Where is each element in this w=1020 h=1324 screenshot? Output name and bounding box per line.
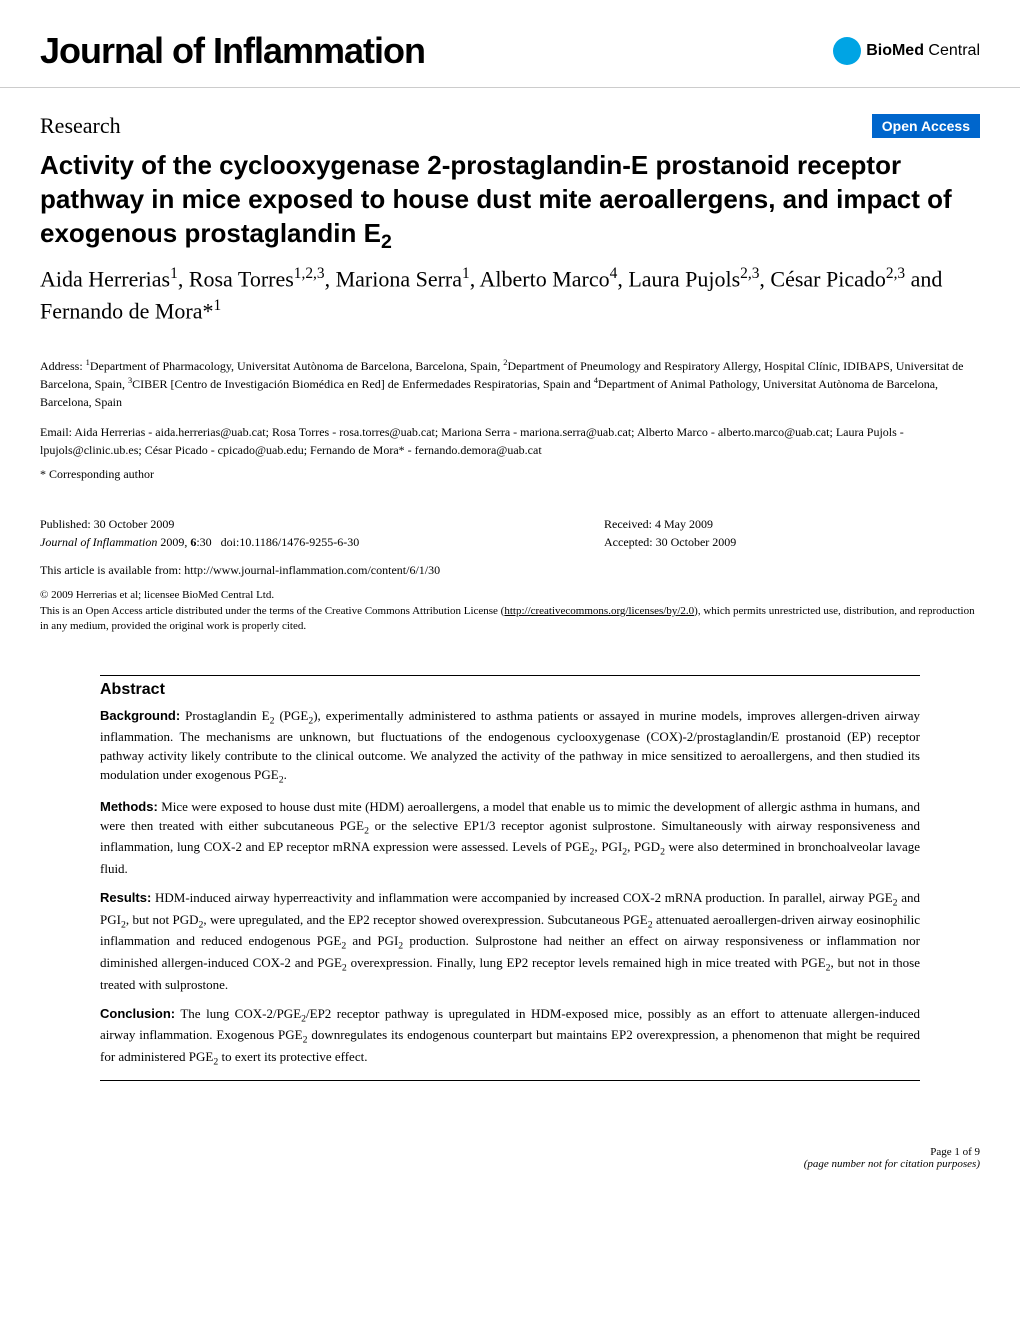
article-url[interactable]: This article is available from: http://w…: [40, 563, 980, 578]
article-title: Activity of the cyclooxygenase 2-prostag…: [40, 149, 980, 255]
abstract-conclusion: Conclusion: The lung COX-2/PGE2/EP2 rece…: [100, 1005, 920, 1070]
research-row: Research Open Access: [40, 113, 980, 139]
open-access-badge: Open Access: [872, 114, 980, 138]
copyright-block: © 2009 Herrerias et al; licensee BioMed …: [40, 588, 980, 634]
abstract-container: Abstract Background: Prostaglandin E2 (P…: [40, 675, 980, 1081]
abstract-bottom-rule: [100, 1080, 920, 1081]
copyright-line1: © 2009 Herrerias et al; licensee BioMed …: [40, 588, 980, 603]
research-label: Research: [40, 113, 121, 139]
emails: Email: Aida Herrerias - aida.herrerias@u…: [40, 423, 980, 459]
logo-text: BioMed Central: [866, 42, 980, 60]
publisher-logo[interactable]: BioMed Central: [833, 37, 980, 65]
logo-text-bold: BioMed: [866, 42, 924, 59]
copyright-line2: This is an Open Access article distribut…: [40, 604, 980, 635]
abstract-results: Results: HDM-induced airway hyperreactiv…: [100, 889, 920, 995]
page-number: Page 1 of 9: [40, 1146, 980, 1158]
abstract-text-background: Prostaglandin E2 (PGE2), experimentally …: [100, 708, 920, 782]
journal-reference: Journal of Inflammation 2009, 6:30 doi:1…: [40, 535, 510, 550]
accepted-date: Accepted: 30 October 2009: [604, 535, 980, 560]
page-footer: Page 1 of 9 (page number not for citatio…: [0, 1106, 1020, 1190]
affiliations: Address: 1Department of Pharmacology, Un…: [40, 357, 980, 411]
abstract-label-methods: Methods:: [100, 799, 158, 814]
abstract-text-methods: Mice were exposed to house dust mite (HD…: [100, 799, 920, 876]
authors: Aida Herrerias1, Rosa Torres1,2,3, Mario…: [40, 263, 980, 327]
abstract-methods: Methods: Mice were exposed to house dust…: [100, 798, 920, 879]
abstract-background: Background: Prostaglandin E2 (PGE2), exp…: [100, 707, 920, 788]
corresponding-author: * Corresponding author: [40, 467, 980, 482]
publication-info-2: Journal of Inflammation 2009, 6:30 doi:1…: [40, 535, 980, 560]
footer-note: (page number not for citation purposes): [40, 1158, 980, 1170]
received-date: Received: 4 May 2009: [604, 517, 980, 532]
logo-text-normal: Central: [924, 42, 980, 59]
main-content: Research Open Access Activity of the cyc…: [0, 88, 1020, 1106]
published-date: Published: 30 October 2009: [40, 517, 510, 532]
logo-circle-icon: [833, 37, 861, 65]
abstract-label-background: Background:: [100, 708, 180, 723]
publication-info: Published: 30 October 2009 Received: 4 M…: [40, 517, 980, 532]
abstract-label-conclusion: Conclusion:: [100, 1006, 175, 1021]
abstract-label-results: Results:: [100, 890, 151, 905]
journal-title: Journal of Inflammation: [40, 30, 425, 72]
abstract-text-conclusion: The lung COX-2/PGE2/EP2 receptor pathway…: [100, 1006, 920, 1064]
page-header: Journal of Inflammation BioMed Central: [0, 0, 1020, 88]
abstract-heading: Abstract: [100, 675, 920, 699]
abstract-text-results: HDM-induced airway hyperreactivity and i…: [100, 890, 920, 992]
